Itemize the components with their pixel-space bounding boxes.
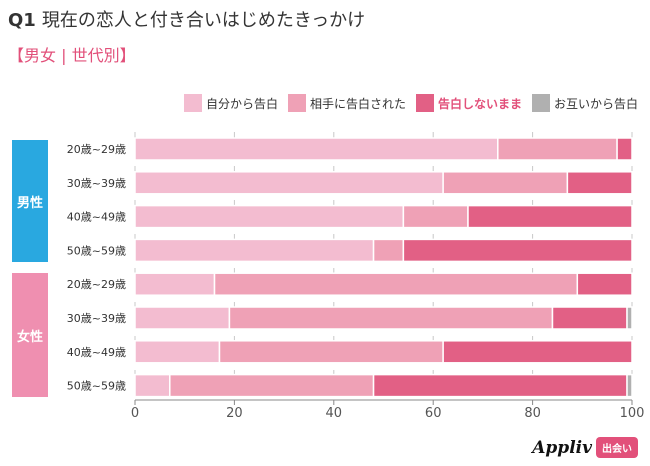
bar-segment: [134, 340, 221, 364]
title-text: 現在の恋人と付き合いはじめたきっかけ: [41, 10, 366, 31]
legend-label: 告白しないまま: [437, 96, 522, 111]
category-label: 20歳~29歳: [67, 278, 126, 291]
legend-label: 相手に告白された: [309, 96, 406, 111]
legend-item: 告白しないまま: [415, 94, 522, 112]
bar-segment: [551, 306, 628, 330]
bar-segment: [442, 340, 633, 364]
legend-item: 自分から告白: [183, 94, 278, 112]
category-label: 50歳~59歳: [67, 244, 126, 257]
legend-item: お互いから告白: [531, 94, 638, 112]
bar-segment: [442, 171, 569, 195]
bar-segment: [213, 272, 579, 296]
chart-subtitle: 【男女 | 世代別】: [8, 46, 136, 65]
logo-wordmark: Appliv: [532, 437, 592, 458]
category-label: 40歳~49歳: [67, 211, 126, 224]
bar-segment: [566, 171, 633, 195]
bar-segment: [372, 373, 628, 398]
bar-segment: [218, 340, 444, 364]
x-tick-label: 40: [326, 406, 343, 421]
legend-label: 自分から告白: [205, 96, 278, 111]
bar-segment: [169, 373, 375, 398]
bar-segment: [372, 238, 405, 263]
x-tick-label: 0: [131, 406, 139, 421]
x-tick-label: 80: [524, 406, 541, 421]
bar-segment: [134, 306, 231, 330]
bar-segment: [616, 137, 633, 161]
x-tick-label: 20: [226, 406, 243, 421]
category-label: 50歳~59歳: [67, 380, 126, 393]
bar-segment: [134, 171, 444, 195]
x-tick-label: 100: [620, 406, 645, 421]
question-number: Q1: [8, 10, 36, 31]
bar-segment: [134, 238, 375, 263]
bar-segment: [134, 373, 171, 398]
logo-badge: 出会い: [596, 437, 638, 458]
legend-swatch: [415, 94, 434, 112]
bar-segment: [497, 137, 618, 161]
bar-segment: [467, 204, 633, 229]
chart-title: Q1 現在の恋人と付き合いはじめたきっかけ: [8, 6, 365, 32]
category-label: 30歳~39歳: [67, 312, 126, 325]
bar-segment: [402, 204, 469, 229]
bar-segment: [626, 373, 633, 398]
bar-segment: [576, 272, 633, 296]
legend: 自分から告白 相手に告白された 告白しないまま お互いから告白: [183, 94, 638, 112]
category-label: 20歳~29歳: [67, 143, 126, 156]
category-label: 40歳~49歳: [67, 346, 126, 359]
bar-segment: [134, 204, 405, 229]
appliv-logo: Appliv 出会い: [532, 437, 638, 458]
legend-swatch: [287, 94, 306, 112]
bar-segment: [134, 272, 216, 296]
group-label-male: 男性: [12, 140, 48, 262]
legend-label: お互いから告白: [553, 96, 638, 111]
bar-segment: [228, 306, 554, 330]
bar-segment: [402, 238, 633, 263]
legend-swatch: [183, 94, 202, 112]
bar-segment: [134, 137, 499, 161]
bar-segment: [626, 306, 633, 330]
category-label: 30歳~39歳: [67, 177, 126, 190]
x-tick-label: 60: [425, 406, 442, 421]
group-label-female: 女性: [12, 273, 48, 397]
legend-swatch: [531, 94, 550, 112]
legend-item: 相手に告白された: [287, 94, 406, 112]
